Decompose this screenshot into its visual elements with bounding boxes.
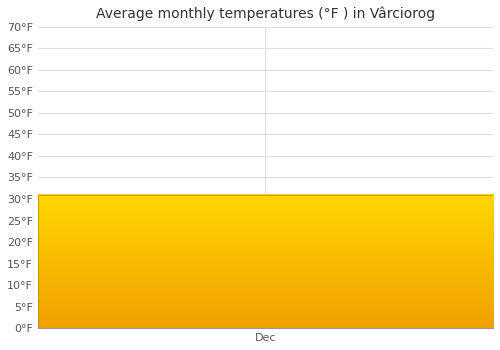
Bar: [38, 195, 493, 328]
Bar: [38, 195, 493, 328]
Title: Average monthly temperatures (°F ) in Vârciorog: Average monthly temperatures (°F ) in Vâ…: [96, 7, 435, 21]
